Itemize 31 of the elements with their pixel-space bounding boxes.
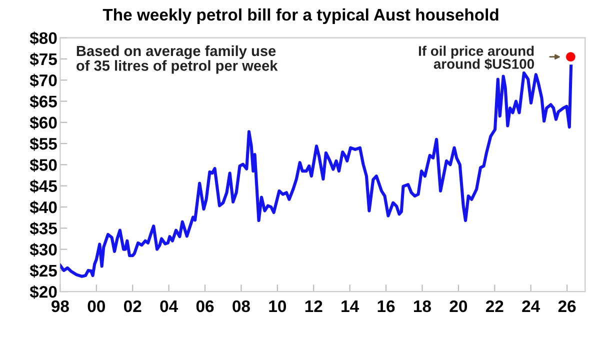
y-tick-label: $80 <box>30 31 57 46</box>
y-tick-label: $75 <box>30 52 57 66</box>
x-tick-label: 02 <box>124 300 142 312</box>
y-tick-label: $25 <box>30 264 57 278</box>
y-tick-label: $65 <box>30 94 57 109</box>
x-tick-label: 10 <box>269 300 286 312</box>
x-tick-label: 20 <box>450 300 468 312</box>
x-tick-label: 26 <box>558 300 576 312</box>
y-tick-label: $60 <box>30 116 57 130</box>
annotation: If oil price around around $US100 <box>418 46 534 70</box>
y-tick-label: $30 <box>30 242 57 257</box>
y-tick-label: $45 <box>30 180 57 194</box>
x-tick-label: 16 <box>378 300 395 312</box>
chart-title: The weekly petrol bill for a typical Aust household <box>102 8 498 24</box>
y-tick-label: $70 <box>30 74 57 88</box>
y-tick-label: $55 <box>30 137 57 151</box>
x-tick-label: 04 <box>160 300 178 312</box>
x-tick-label: 22 <box>486 300 504 312</box>
y-tick-label: $50 <box>30 158 57 172</box>
annotation: Based on average family use of 35 litres of petrol per week <box>76 45 278 74</box>
x-tick-label: 06 <box>196 300 214 312</box>
y-tick-label: $20 <box>30 285 57 299</box>
x-tick-label: 98 <box>52 300 69 312</box>
x-tick-label: 14 <box>342 300 360 312</box>
y-tick-label: $40 <box>30 200 57 214</box>
x-tick-label: 24 <box>522 300 540 312</box>
y-tick-label: $35 <box>30 222 57 236</box>
x-tick-label: 12 <box>305 300 322 312</box>
x-tick-label: 00 <box>88 300 105 312</box>
x-tick-label: 08 <box>232 300 250 312</box>
x-tick-label: 18 <box>414 300 431 312</box>
